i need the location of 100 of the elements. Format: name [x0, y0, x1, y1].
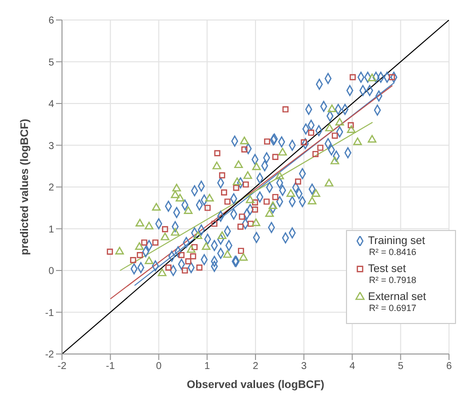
point	[248, 220, 254, 227]
point	[214, 150, 220, 156]
legend-label: Training set	[368, 235, 426, 247]
point	[238, 214, 246, 220]
point	[218, 231, 226, 240]
x-tick-label: 1	[204, 361, 210, 372]
point	[194, 231, 202, 240]
x-tick-label: 4	[349, 361, 356, 372]
point	[272, 194, 278, 200]
point	[205, 194, 214, 202]
y-tick-label: 4	[48, 99, 54, 110]
point	[136, 252, 143, 258]
point	[282, 106, 289, 112]
y-tick-label: 5	[48, 57, 54, 68]
y-tick-label: 1	[48, 224, 54, 236]
point	[325, 124, 334, 132]
point	[350, 74, 356, 80]
x-tick-label: 0	[156, 361, 162, 372]
point	[252, 218, 260, 226]
point	[308, 130, 314, 136]
point	[252, 199, 258, 206]
point	[184, 206, 193, 214]
point	[219, 172, 226, 178]
point	[252, 162, 261, 170]
point	[335, 118, 344, 126]
y-axis-title: predicted values (logBCF)	[18, 118, 31, 256]
point	[286, 189, 296, 197]
point	[152, 239, 158, 246]
x-tick-label: 3	[301, 361, 308, 372]
point	[332, 132, 338, 139]
annotation: R² = 0.8416	[368, 247, 418, 257]
point	[204, 204, 211, 211]
legend-label: External set	[368, 291, 426, 303]
point	[130, 257, 136, 264]
point	[186, 245, 196, 253]
point	[246, 195, 254, 204]
y-tick-label: 2	[48, 182, 54, 194]
point	[234, 160, 243, 168]
point	[233, 184, 240, 191]
point	[264, 198, 270, 205]
point	[275, 172, 284, 180]
point	[268, 201, 278, 209]
point	[312, 150, 319, 158]
point	[346, 125, 356, 133]
point	[223, 250, 232, 258]
point	[324, 178, 334, 186]
point	[202, 242, 210, 250]
point	[170, 190, 180, 198]
point	[160, 232, 170, 240]
point	[136, 218, 144, 226]
point	[158, 268, 166, 276]
y-tick-label: -1	[45, 308, 54, 319]
y-tick-label: 3	[48, 140, 54, 152]
point	[241, 146, 248, 152]
point	[135, 242, 144, 250]
point	[172, 184, 181, 192]
annotation: R² = 0.7918	[368, 275, 418, 285]
point	[212, 162, 222, 170]
point	[232, 178, 242, 186]
point	[239, 253, 248, 261]
point	[265, 209, 274, 217]
point	[162, 226, 168, 232]
point	[224, 198, 230, 205]
x-tick-label: 5	[398, 361, 404, 372]
point	[165, 264, 172, 271]
point	[348, 122, 354, 128]
point	[264, 138, 270, 145]
point	[328, 104, 336, 112]
x-tick-label: 2	[252, 361, 259, 372]
point	[272, 154, 278, 160]
point	[170, 228, 180, 236]
point	[144, 222, 154, 230]
point	[240, 136, 249, 144]
x-tick-label: -2	[58, 361, 67, 372]
x-tick-label: -1	[106, 361, 116, 372]
legend-label: Test set	[368, 263, 406, 275]
point	[192, 244, 198, 250]
point	[330, 156, 340, 164]
point	[221, 189, 228, 196]
point	[353, 137, 362, 146]
point	[185, 258, 192, 264]
point	[243, 171, 252, 179]
x-axis-title: Observed values (logBCF)	[186, 379, 325, 391]
annotation: R² = 0.6917	[368, 303, 418, 313]
point	[115, 246, 124, 254]
point	[190, 253, 196, 260]
point	[317, 144, 324, 151]
point	[238, 248, 244, 254]
point	[182, 267, 188, 274]
point	[141, 239, 148, 246]
y-tick-label: 6	[48, 16, 54, 27]
point	[252, 206, 258, 213]
point	[176, 194, 184, 202]
point	[237, 224, 244, 230]
point	[312, 189, 320, 197]
point	[152, 202, 161, 211]
point	[196, 264, 202, 271]
point	[144, 256, 154, 264]
x-tick-label: 6	[446, 361, 452, 372]
point	[368, 74, 376, 82]
